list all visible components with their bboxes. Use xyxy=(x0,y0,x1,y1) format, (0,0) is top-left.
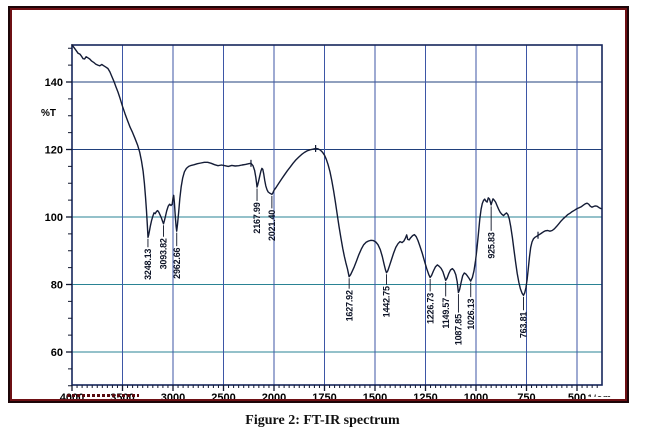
peak-label: 2021.40 xyxy=(267,210,277,241)
spectrum-curve xyxy=(71,44,602,296)
peak-label: 1087.85 xyxy=(454,314,464,345)
x-tick-label: 1500 xyxy=(363,392,387,399)
peak-label: 763.81 xyxy=(519,312,529,339)
x-tick-label: 750 xyxy=(517,392,535,399)
peak-label: 3093.82 xyxy=(159,238,169,269)
x-tick-label: 1250 xyxy=(413,392,437,399)
peak-label: 1442.75 xyxy=(382,286,392,317)
x-tick-label: 3000 xyxy=(161,392,185,399)
peak-label: 1026.13 xyxy=(466,298,476,329)
peak-label: 1149.57 xyxy=(441,298,451,329)
x-tick-label: 1000 xyxy=(464,392,488,399)
x-tick-label: 500 xyxy=(568,392,586,399)
y-tick-label: 120 xyxy=(45,145,63,157)
peak-label: 1627.92 xyxy=(344,290,354,321)
ftir-spectrum-chart: 4000350030002500200017501500125010007505… xyxy=(41,44,603,399)
plot-frame xyxy=(71,44,603,386)
x-tick-label: 1750 xyxy=(312,392,336,399)
y-tick-label: 60 xyxy=(51,347,63,359)
y-tick-label: 140 xyxy=(45,77,63,89)
peak-label: 925.83 xyxy=(486,232,496,259)
clipped-text-left xyxy=(67,394,139,397)
figure-border: 4000350030002500200017501500125010007505… xyxy=(8,6,629,403)
peak-label: 1226.73 xyxy=(425,293,435,324)
x-tick-label: 2500 xyxy=(211,392,235,399)
peak-label: 2167.99 xyxy=(252,202,262,233)
y-tick-label: 80 xyxy=(51,280,63,292)
peak-label: 2962.66 xyxy=(172,247,182,278)
x-tick-label: 2000 xyxy=(262,392,286,399)
y-axis-label: %T xyxy=(41,108,56,119)
x-axis-unit-fragment: 1/cm xyxy=(550,393,612,397)
y-tick-label: 100 xyxy=(45,212,63,224)
figure-border-inner: 4000350030002500200017501500125010007505… xyxy=(10,8,627,401)
figure-caption: Figure 2: FT-IR spectrum xyxy=(245,413,400,428)
peak-label: 3248.13 xyxy=(143,249,153,280)
